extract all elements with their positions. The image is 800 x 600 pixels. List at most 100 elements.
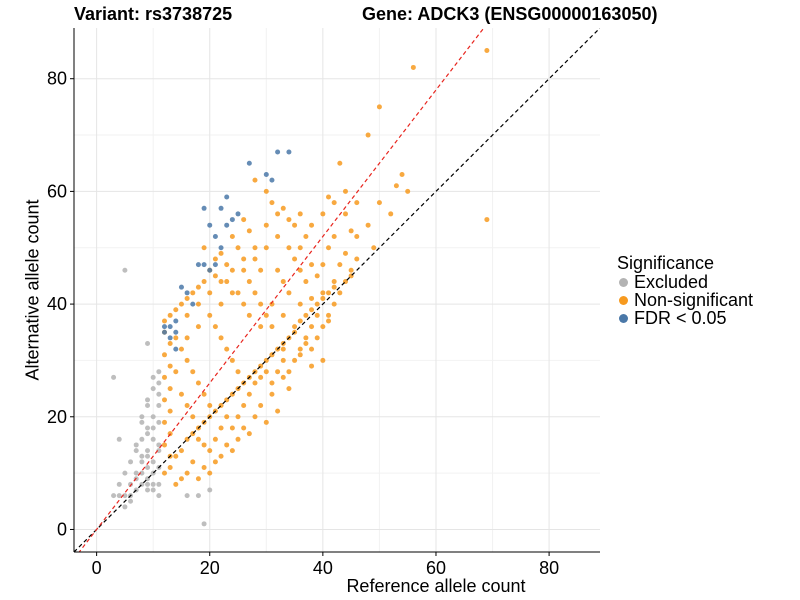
data-point bbox=[167, 386, 173, 392]
data-point bbox=[286, 290, 292, 296]
data-point bbox=[241, 256, 247, 262]
data-point bbox=[263, 171, 269, 177]
data-point bbox=[178, 391, 184, 397]
data-point bbox=[156, 369, 162, 375]
data-point bbox=[303, 279, 309, 285]
y-tick-label: 20 bbox=[47, 407, 67, 427]
data-point bbox=[235, 211, 241, 217]
data-point bbox=[161, 352, 167, 358]
data-point bbox=[145, 403, 151, 409]
data-point bbox=[207, 403, 213, 409]
data-point bbox=[376, 104, 382, 110]
data-point bbox=[145, 431, 151, 437]
data-point bbox=[201, 279, 207, 285]
data-point bbox=[252, 256, 258, 262]
data-point bbox=[297, 346, 303, 352]
data-point bbox=[286, 149, 292, 155]
data-point bbox=[145, 397, 151, 403]
data-point bbox=[173, 453, 179, 459]
data-point bbox=[269, 391, 275, 397]
data-point bbox=[139, 414, 145, 420]
data-point bbox=[195, 493, 201, 499]
data-point bbox=[218, 453, 224, 459]
data-point bbox=[128, 481, 134, 487]
legend-label-excluded: Excluded bbox=[634, 271, 709, 292]
data-point bbox=[286, 217, 292, 223]
data-point bbox=[195, 262, 201, 268]
data-point bbox=[150, 425, 156, 431]
data-point bbox=[145, 425, 151, 431]
data-point bbox=[275, 211, 281, 217]
data-point bbox=[275, 267, 281, 273]
data-point bbox=[342, 211, 348, 217]
data-point bbox=[173, 481, 179, 487]
data-point bbox=[235, 414, 241, 420]
data-point bbox=[167, 324, 173, 330]
data-point bbox=[326, 290, 332, 296]
data-point bbox=[309, 346, 315, 352]
data-point bbox=[161, 324, 167, 330]
data-point bbox=[484, 48, 490, 54]
data-point bbox=[207, 267, 213, 273]
data-point bbox=[263, 245, 269, 251]
data-point bbox=[128, 459, 134, 465]
data-point bbox=[320, 324, 326, 330]
data-point bbox=[314, 335, 320, 341]
data-point bbox=[263, 312, 269, 318]
data-point bbox=[275, 369, 281, 375]
data-point bbox=[229, 357, 235, 363]
data-point bbox=[150, 481, 156, 487]
data-point bbox=[241, 403, 247, 409]
data-point bbox=[133, 448, 139, 454]
data-point bbox=[178, 301, 184, 307]
identity-line bbox=[74, 28, 600, 552]
data-point bbox=[410, 64, 416, 70]
data-point bbox=[201, 205, 207, 211]
data-point bbox=[246, 160, 252, 166]
data-point bbox=[161, 397, 167, 403]
data-point bbox=[269, 177, 275, 183]
data-point bbox=[122, 504, 128, 510]
data-point bbox=[229, 217, 235, 223]
data-point bbox=[218, 250, 224, 256]
data-point bbox=[286, 386, 292, 392]
data-point bbox=[263, 419, 269, 425]
data-point bbox=[280, 312, 286, 318]
data-point bbox=[173, 346, 179, 352]
data-point bbox=[224, 262, 230, 268]
data-point bbox=[218, 335, 224, 341]
data-point bbox=[309, 295, 315, 301]
data-point bbox=[133, 442, 139, 448]
data-point bbox=[207, 487, 213, 493]
data-point bbox=[156, 442, 162, 448]
data-point bbox=[275, 233, 281, 239]
data-point bbox=[280, 279, 286, 285]
data-point bbox=[354, 200, 360, 206]
data-point bbox=[190, 459, 196, 465]
series-fdr-0-05 bbox=[161, 149, 292, 352]
x-tick-label: 40 bbox=[313, 558, 333, 578]
data-point bbox=[292, 357, 298, 363]
data-point bbox=[331, 279, 337, 285]
data-point bbox=[218, 245, 224, 251]
data-point bbox=[275, 149, 281, 155]
data-point bbox=[201, 442, 207, 448]
data-point bbox=[258, 374, 264, 380]
data-point bbox=[224, 279, 230, 285]
data-point bbox=[207, 470, 213, 476]
data-point bbox=[207, 222, 213, 228]
data-point bbox=[309, 324, 315, 330]
y-tick-label: 80 bbox=[47, 69, 67, 89]
chart-title-variant: Variant: rs3738725 bbox=[74, 4, 233, 24]
data-point bbox=[303, 312, 309, 318]
data-point bbox=[139, 436, 145, 442]
data-point bbox=[173, 335, 179, 341]
data-point bbox=[161, 419, 167, 425]
data-point bbox=[399, 171, 405, 177]
data-point bbox=[173, 318, 179, 324]
data-point bbox=[331, 200, 337, 206]
data-point bbox=[139, 453, 145, 459]
data-point bbox=[314, 301, 320, 307]
data-point bbox=[275, 408, 281, 414]
data-point bbox=[184, 312, 190, 318]
